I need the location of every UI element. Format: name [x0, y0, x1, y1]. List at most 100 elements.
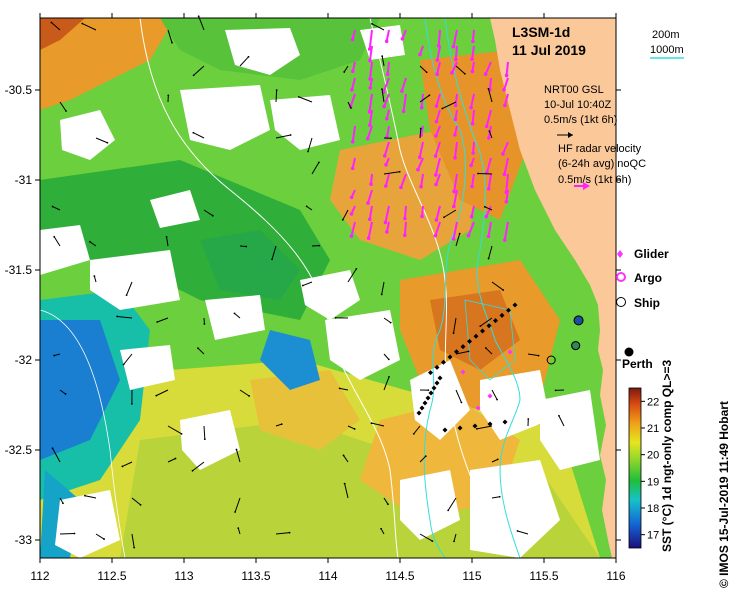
hf-arrow — [384, 157, 390, 167]
legend-glider: Glider — [617, 247, 669, 261]
gsl-arrow — [381, 88, 385, 103]
gsl-arrow — [343, 65, 349, 73]
glider-position — [434, 364, 440, 370]
hf-arrow — [471, 29, 475, 44]
contour-1000m — [423, 18, 466, 558]
gsl-arrow — [491, 458, 499, 463]
gsl-arrow — [156, 317, 169, 323]
hf-arrow — [349, 205, 356, 216]
gsl-arrow — [453, 533, 457, 543]
contour-200m-label: 200m — [652, 29, 680, 41]
colorbar: 17 18 19 20 21 22 — [628, 387, 659, 549]
glider-position — [454, 349, 459, 355]
gsl-arrow — [297, 95, 313, 103]
gsl-arrow — [192, 65, 205, 77]
gsl-arrow — [59, 389, 67, 395]
hf-arrow — [466, 221, 475, 238]
glider-position — [460, 369, 466, 375]
gsl-arrow — [51, 447, 61, 463]
hf-arrow — [369, 173, 373, 186]
hf-label-3: 0.5m/s (1kt 6h) — [558, 174, 631, 186]
gsl-arrow — [307, 137, 313, 153]
gsl-arrow — [191, 461, 205, 472]
glider-position — [487, 421, 493, 427]
y-tick-label: -31.5 — [5, 263, 33, 277]
gsl-arrow — [59, 101, 67, 112]
gsl-arrow — [130, 389, 133, 405]
glider-position — [512, 302, 518, 308]
y-tick-label: -32 — [15, 353, 33, 367]
glider-position — [467, 338, 472, 344]
hf-arrow — [486, 221, 492, 239]
hf-arrow — [434, 125, 441, 138]
gsl-arrow — [167, 425, 183, 435]
gsl-arrow — [383, 376, 390, 391]
glider-position — [499, 312, 505, 318]
gsl-arrow — [488, 130, 493, 139]
ship-markers — [546, 315, 584, 365]
gsl-arrow — [53, 353, 61, 357]
hf-arrow — [384, 29, 390, 44]
hf-arrow — [417, 141, 424, 160]
hf-arrow — [454, 45, 458, 62]
x-tick-label: 114 — [318, 569, 337, 583]
hf-arrow — [501, 141, 509, 156]
glider-position — [428, 370, 433, 376]
gsl-arrow — [301, 281, 313, 287]
hf-arrow — [416, 157, 424, 172]
gsl-arrow — [192, 131, 205, 139]
svg-text:Glider: Glider — [634, 247, 669, 261]
colorbar-tick-label: 17 — [647, 530, 659, 542]
gsl-arrow — [419, 533, 434, 543]
hf-arrow — [382, 141, 390, 158]
gsl-arrow — [419, 127, 422, 139]
hf-arrow — [400, 29, 407, 41]
gsl-arrow — [167, 94, 170, 103]
gsl-arrow — [455, 232, 461, 247]
hf-arrow — [367, 93, 373, 114]
gsl-arrow — [483, 205, 493, 211]
hf-arrow — [451, 221, 458, 241]
hf-arrow — [419, 173, 424, 189]
gsl-arrow — [311, 244, 321, 247]
hf-arrow — [503, 93, 509, 108]
hf-arrow — [434, 93, 441, 108]
gsl-arrow — [447, 497, 457, 512]
x-tick-label: 114.5 — [385, 569, 414, 583]
gsl-arrow — [370, 422, 385, 427]
y-tick-label: -32.5 — [5, 443, 33, 457]
colorbar-tick-label: 20 — [647, 450, 659, 462]
colorbar-tick-label: 18 — [647, 503, 659, 515]
hf-arrow — [469, 93, 475, 110]
gsl-arrow — [371, 22, 385, 31]
hf-arrow — [349, 189, 356, 200]
gsl-arrow — [347, 425, 356, 430]
gsl-arrow — [412, 425, 421, 435]
gsl-arrow — [203, 317, 206, 325]
ship-position — [546, 355, 556, 365]
gsl-arrow — [237, 527, 241, 535]
gsl-arrow — [455, 389, 463, 404]
gsl-arrow — [527, 418, 530, 427]
glider-position — [502, 419, 508, 425]
x-tick-label: 115 — [462, 569, 481, 583]
gsl-arrow — [311, 161, 320, 175]
hf-arrow — [366, 189, 373, 205]
gsl-arrow — [131, 497, 142, 506]
colorbar-tick-label: 21 — [647, 423, 659, 435]
ship-position — [573, 315, 584, 326]
gsl-arrow — [380, 527, 385, 535]
glider-position — [441, 359, 446, 365]
gsl-arrow — [116, 315, 133, 319]
gsl-arrow — [338, 387, 349, 391]
hf-arrow — [350, 157, 356, 171]
hf-arrow — [403, 221, 407, 238]
hf-arrow — [350, 125, 356, 144]
contour-1000m-label: 1000m — [650, 44, 684, 56]
gsl-arrow — [95, 137, 109, 144]
gsl-arrow — [84, 494, 97, 499]
gsl-arrow — [275, 89, 278, 103]
gsl-arrow — [234, 497, 241, 513]
gsl-arrow — [347, 267, 358, 283]
city-label: Perth — [622, 357, 653, 371]
